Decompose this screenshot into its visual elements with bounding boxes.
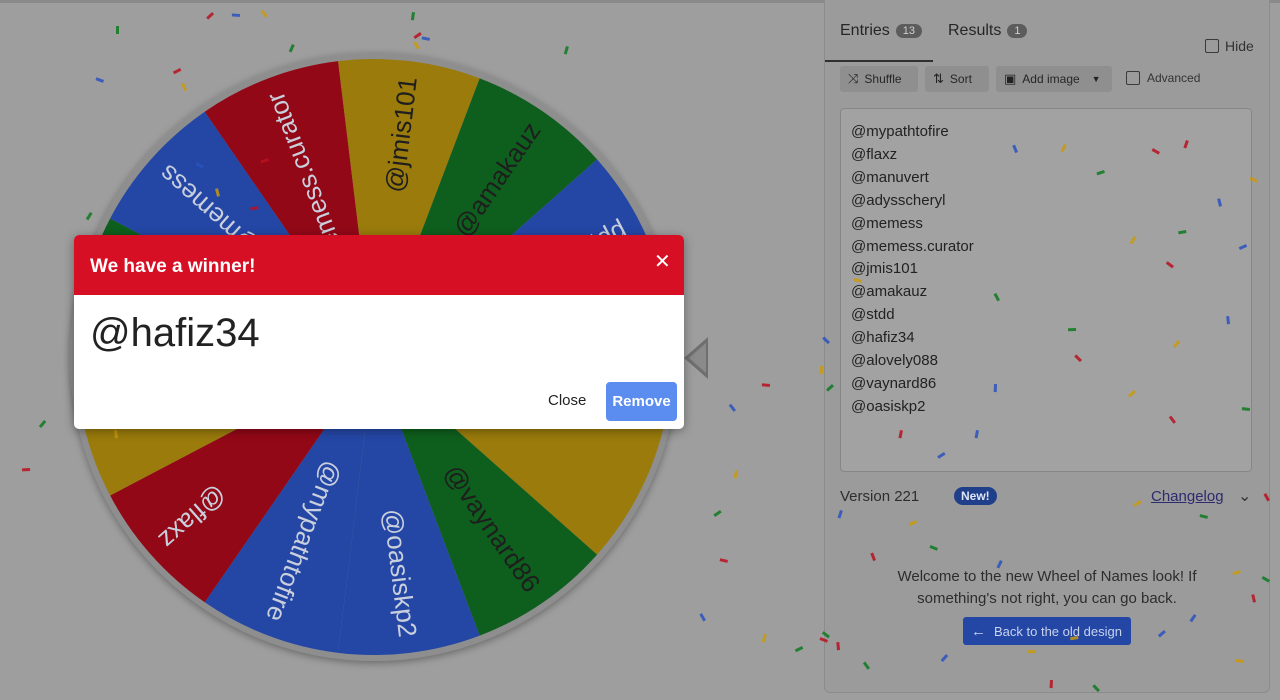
caret-down-icon[interactable]: ▼ [1091,74,1101,84]
close-button[interactable]: Close [548,392,587,409]
shuffle-icon: ⤨ [848,71,859,86]
sort-icon: ⇅ [933,71,944,86]
entry-line: @mypathtofire [851,123,949,140]
entries-panel: Entries 13 Results 1 Hide ⤨ Shuffle ⇅ So… [824,0,1270,693]
image-icon: ▣ [1004,71,1017,86]
remove-button[interactable]: Remove [606,382,677,421]
sort-label: Sort [949,72,972,86]
entry-line: @hafiz34 [851,329,915,347]
add-image-button[interactable]: ▣ Add image ▼ [996,66,1112,92]
new-badge: New! [954,487,997,505]
tab-results-count-badge: 1 [1007,24,1028,38]
confetti-piece [819,366,823,375]
winner-dialog: We have a winner! ✕ @hafiz34 Close Remov… [74,235,684,429]
entry-line: @alovely088 [851,352,938,370]
entries-textarea[interactable]: @mypathtofire @flaxz @manuvert @adyssche… [840,108,1252,472]
entry-line: @memess [851,214,923,232]
entry-line: @stdd [851,306,895,324]
version-row: Version 221 New! Changelog ⌄ [840,486,1252,508]
entry-line: @memess.curator [851,237,974,255]
active-tab-indicator [825,60,933,62]
shuffle-button[interactable]: ⤨ Shuffle [840,66,918,92]
entry-line: @jmis101 [851,260,918,278]
entry-line: @amakauz [851,283,928,301]
hide-label: Hide [1225,38,1254,54]
tab-entries-label: Entries [840,22,890,39]
changelog-link[interactable]: Changelog [1151,488,1224,505]
advanced-label: Advanced [1147,71,1201,85]
back-to-old-design-button[interactable]: ← Back to the old design [963,617,1131,645]
chevron-down-icon[interactable]: ⌄ [1238,488,1252,505]
tab-entries-count-badge: 13 [895,24,923,38]
back-button-label: Back to the old design [994,623,1122,639]
hide-checkbox[interactable] [1205,39,1219,53]
welcome-message: Welcome to the new Wheel of Names look! … [897,568,1197,607]
close-icon[interactable]: ✕ [654,251,671,273]
wheel-pointer-inner [689,343,706,373]
entry-line: @manuvert [851,168,929,186]
shuffle-label: Shuffle [864,72,902,86]
wheel-segment [338,357,480,655]
tab-results-label: Results [948,22,1002,39]
entry-line: @oasiskp2 [851,397,926,415]
wheel-segment [204,357,374,653]
panel-tabs: Entries 13 Results 1 Hide [825,14,1269,62]
arrow-left-icon: ← [971,622,986,640]
winner-dialog-title: We have a winner! [90,256,256,277]
winner-dialog-header: We have a winner! ✕ [74,235,684,295]
winner-name: @hafiz34 [90,311,260,355]
entry-line: @vaynard86 [851,374,937,392]
tab-entries[interactable]: Entries 13 [840,22,923,40]
hide-toggle[interactable]: Hide [1205,38,1254,54]
version-label: Version 221 [840,488,920,505]
entry-line: @adysscheryl [851,191,946,209]
entry-line: @flaxz [851,145,898,163]
advanced-toggle[interactable]: Advanced [1126,71,1200,85]
top-strip [0,0,1280,3]
sort-button[interactable]: ⇅ Sort [925,66,989,92]
add-image-label: Add image [1022,72,1080,86]
advanced-checkbox[interactable] [1126,71,1140,85]
tab-results[interactable]: Results 1 [948,22,1028,40]
